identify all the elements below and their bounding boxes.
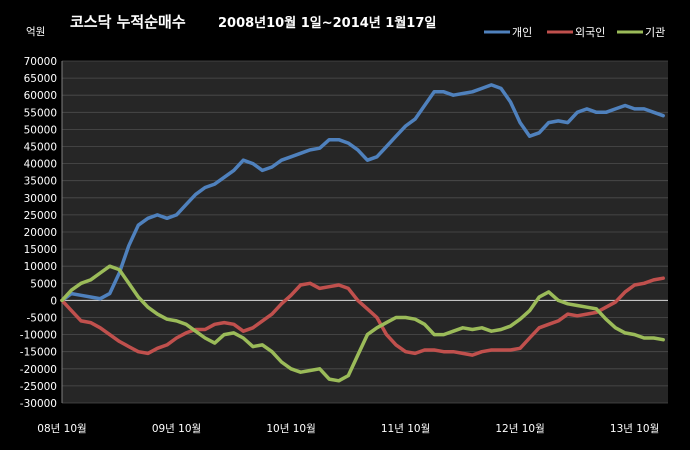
series-group <box>60 83 665 383</box>
chart-title: 코스닥 누적순매수 <box>70 13 186 31</box>
series-line-외국인 <box>60 276 665 357</box>
y-tick-label: -25000 <box>20 381 57 393</box>
y-axis-ticks: 7000065000600005500050000450004000035000… <box>20 56 57 410</box>
y-tick-label: 25000 <box>24 210 57 222</box>
legend-label-외국인: 외국인 <box>575 26 605 39</box>
y-tick-label: -15000 <box>20 347 57 359</box>
y-tick-label: 40000 <box>24 159 57 171</box>
y-tick-label: 55000 <box>24 107 57 119</box>
x-tick-label: 08년 10월 <box>37 423 86 435</box>
y-tick-label: -30000 <box>20 398 57 410</box>
x-tick-label: 09년 10월 <box>152 423 201 435</box>
y-tick-label: -5000 <box>26 313 57 325</box>
y-tick-label: 0 <box>50 295 57 307</box>
y-tick-label: 35000 <box>24 176 57 188</box>
y-tick-label: 65000 <box>24 73 57 85</box>
x-axis-ticks: 08년 10월 09년 10월 10년 10월 11년 10월 12년 10월 13년 1… <box>37 423 659 435</box>
y-tick-label: 10000 <box>24 261 57 273</box>
series-line-기관 <box>60 264 665 383</box>
y-tick-label: 20000 <box>24 227 57 239</box>
y-tick-label: 45000 <box>24 142 57 154</box>
legend-label-기관: 기관 <box>645 26 665 39</box>
y-tick-label: 5000 <box>30 278 57 290</box>
y-tick-label: -10000 <box>20 330 57 342</box>
x-tick-label: 13년 10월 <box>610 423 659 435</box>
y-tick-label: 30000 <box>24 193 57 205</box>
y-tick-label: 60000 <box>24 90 57 102</box>
x-tick-label: 10년 10월 <box>266 423 315 435</box>
y-tick-label: -20000 <box>20 364 57 376</box>
y-tick-label: 50000 <box>24 124 57 136</box>
y-axis-label: 억원 <box>26 26 45 38</box>
series-line-개인 <box>60 83 665 303</box>
x-tick-label: 12년 10월 <box>495 423 544 435</box>
gridlines <box>61 60 668 404</box>
legend-label-개인: 개인 <box>512 26 532 39</box>
y-tick-label: 70000 <box>24 56 57 68</box>
x-tick-label: 11년 10월 <box>381 423 430 435</box>
legend: 개인 외국인 기관 <box>484 26 665 39</box>
y-tick-label: 15000 <box>24 244 57 256</box>
chart-subtitle-period: 2008년10월 1일~2014년 1월17일 <box>218 15 436 31</box>
